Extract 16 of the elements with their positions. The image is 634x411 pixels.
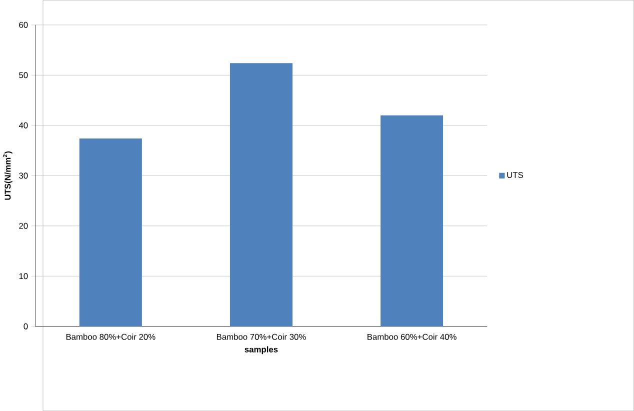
y-tick-label: 40 xyxy=(18,122,28,128)
x-tick-label: Bamboo 80%+Coir 20% xyxy=(66,334,156,340)
x-tick-label: Bamboo 70%+Coir 30% xyxy=(216,334,306,340)
x-tick-label: Bamboo 60%+Coir 40% xyxy=(368,334,456,340)
x-axis-title: samples xyxy=(244,346,278,354)
bar xyxy=(380,115,444,326)
legend-label: UTS xyxy=(507,172,524,178)
bar xyxy=(230,63,293,326)
y-tick-label: 20 xyxy=(19,222,28,229)
bar xyxy=(79,138,142,326)
y-tick-label: 60 xyxy=(19,22,28,28)
y-axis-title: UTS(N/mm$^{2}$) xyxy=(3,151,12,200)
y-tick-label: 50 xyxy=(19,72,28,78)
y-tick-label: 10 xyxy=(19,273,28,280)
y-tick-label: 0 xyxy=(24,323,28,330)
y-tick-label: 30 xyxy=(19,172,28,179)
